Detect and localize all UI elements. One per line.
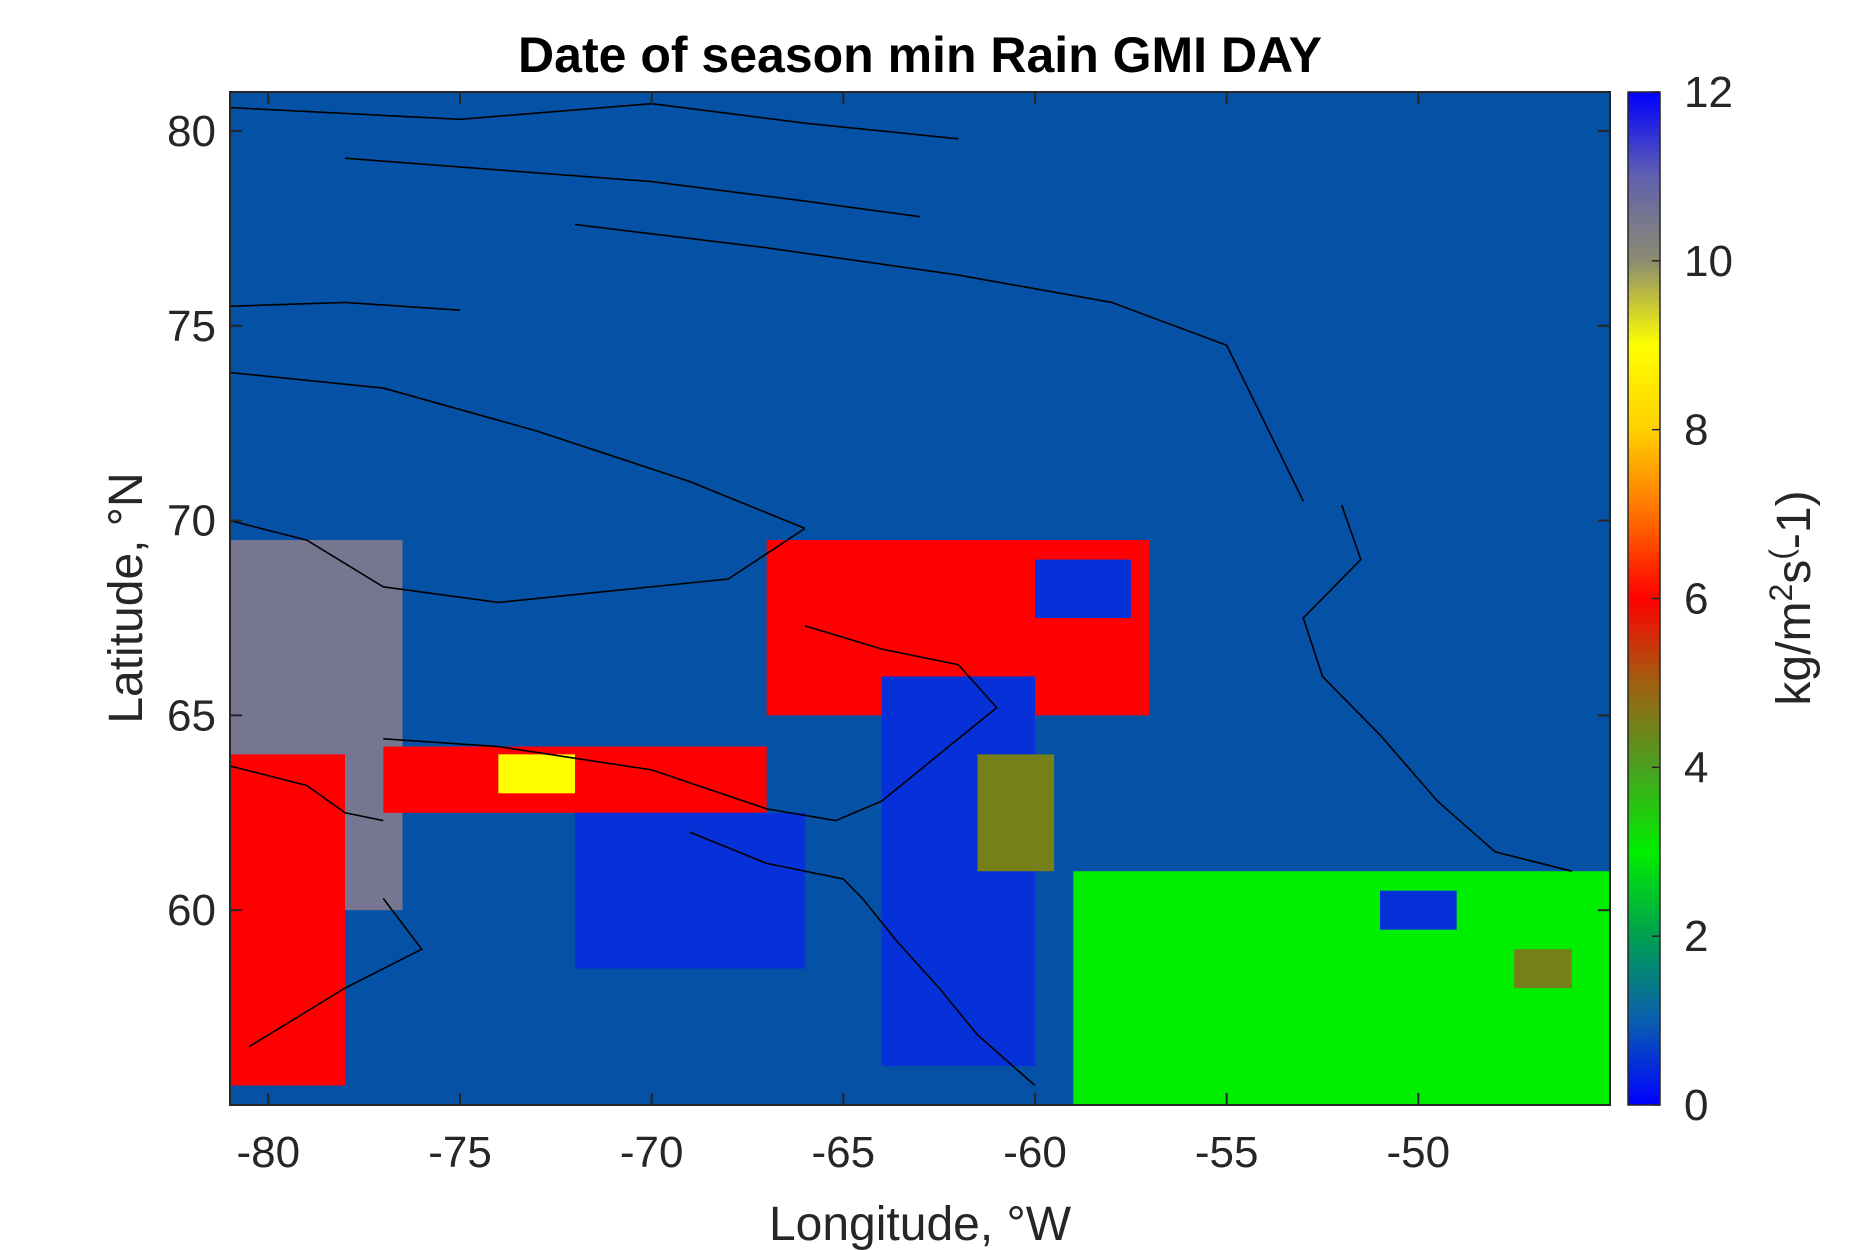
y-axis-label: Latitude, °N — [100, 472, 153, 723]
coastline-9 — [230, 765, 384, 822]
data-cell-5 — [575, 812, 805, 969]
map-plot-area — [230, 92, 1610, 1105]
data-cell-2 — [230, 754, 345, 1086]
y-axis: 60 65 70 75 80 — [167, 107, 1610, 935]
coastline-2 — [344, 157, 921, 218]
y-tick-label: 75 — [167, 302, 216, 351]
coastline-8 — [383, 738, 836, 822]
colorbar-tick-label: 8 — [1684, 406, 1708, 455]
y-tick-label: 70 — [167, 497, 216, 546]
colorbar-tick-label: 2 — [1684, 912, 1708, 961]
x-tick-label: -55 — [1195, 1128, 1259, 1177]
data-cell-9 — [977, 754, 1055, 872]
coastlines — [230, 102, 1572, 1087]
y-tick-label: 65 — [167, 691, 216, 740]
coastline-6 — [230, 519, 806, 604]
data-cell-12 — [1514, 949, 1572, 989]
colorbar-tick-label: 12 — [1684, 68, 1733, 117]
colorbar-tick-label: 6 — [1684, 575, 1708, 624]
coastline-4 — [230, 301, 461, 311]
x-tick-label: -70 — [620, 1128, 684, 1177]
coastline-3 — [574, 223, 1305, 502]
x-axis: -80 -75 -70 -65 -60 -55 -50 — [237, 92, 1451, 1177]
x-tick-label: -75 — [428, 1128, 492, 1177]
coastline-5 — [230, 371, 806, 530]
coastline-12 — [1302, 504, 1572, 872]
data-cell-8 — [881, 676, 1035, 1067]
x-tick-label: -50 — [1387, 1128, 1451, 1177]
data-cell-11 — [1380, 890, 1457, 930]
colorbar: 0 2 4 6 8 10 12 kg/m2s(-1) — [1627, 68, 1821, 1130]
x-tick-label: -80 — [237, 1128, 301, 1177]
colorbar-tick-label: 10 — [1684, 237, 1733, 286]
colorbar-ticks: 0 2 4 6 8 10 12 — [1652, 68, 1733, 1130]
data-cells — [230, 540, 1610, 1105]
colorbar-label: kg/m2s(-1) — [1763, 490, 1821, 705]
data-cell-4 — [498, 754, 575, 794]
x-axis-label: Longitude, °W — [769, 1198, 1072, 1250]
colorbar-tick-label: 0 — [1684, 1081, 1708, 1130]
chart-title: Date of season min Rain GMI DAY — [518, 27, 1322, 83]
colorbar-tick-label: 4 — [1684, 743, 1708, 792]
y-tick-label: 80 — [167, 107, 216, 156]
coastline-10 — [689, 831, 1036, 1087]
data-cell-7 — [1035, 559, 1131, 618]
x-tick-label: -65 — [812, 1128, 876, 1177]
coastline-11 — [248, 898, 423, 1048]
x-tick-label: -60 — [1003, 1128, 1067, 1177]
y-tick-label: 60 — [167, 886, 216, 935]
coastline-7 — [804, 625, 998, 822]
plot-frame — [229, 91, 1611, 1106]
